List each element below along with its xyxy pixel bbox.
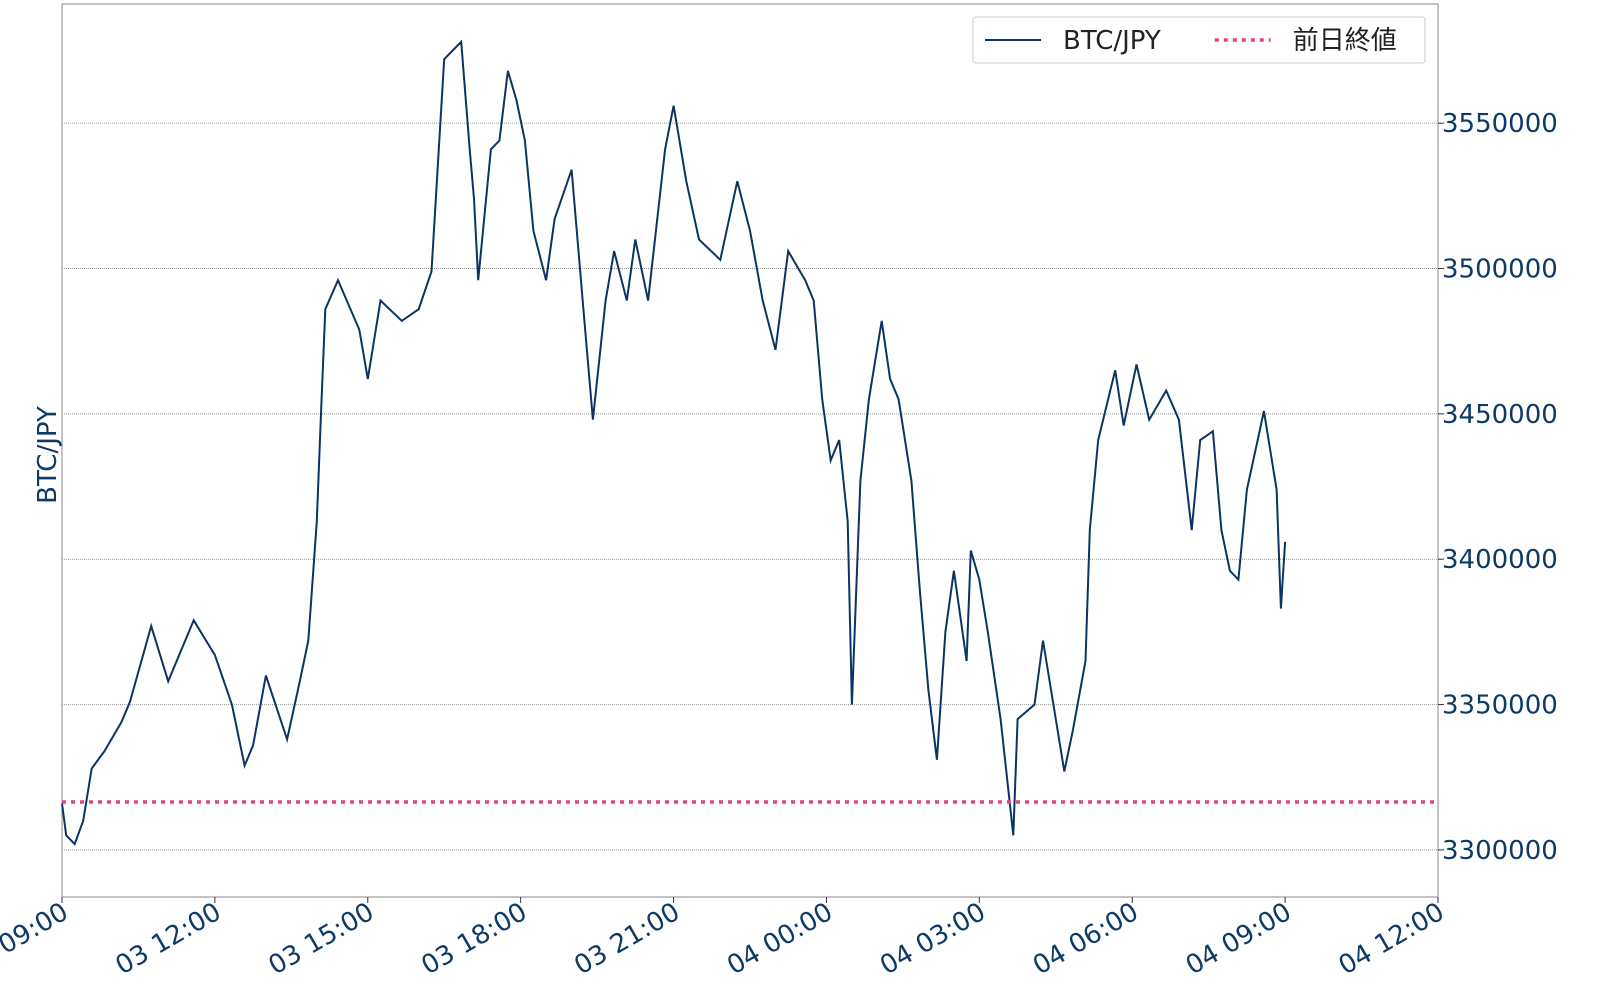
y-tick-label: 3350000 [1442,691,1558,721]
y-tick-label: 3450000 [1442,400,1558,430]
y-tick-label: 3550000 [1442,109,1558,139]
x-tick-label: 04 03:00 [875,897,991,981]
x-tick-label: 03 15:00 [264,897,380,981]
x-tick-label: 04 09:00 [1181,897,1297,981]
y-axis-label: BTC/JPY [33,406,63,504]
legend-label: BTC/JPY [1063,26,1161,56]
x-tick-label: 03 21:00 [569,897,685,981]
price-line [61,39,1287,846]
x-tick-label: 03 12:00 [111,897,227,981]
y-tick-label: 3500000 [1442,255,1558,285]
x-tick-label: 03 09:00 [0,897,74,981]
legend-label: 前日終値 [1293,26,1397,56]
y-tick-label: 3400000 [1442,545,1558,575]
x-tick-label: 04 06:00 [1028,897,1144,981]
x-tick-label: 04 12:00 [1334,897,1450,981]
plot-frame [61,3,1439,898]
legend-box [972,16,1426,64]
y-tick-label: 3300000 [1442,836,1558,866]
x-tick-label: 04 00:00 [722,897,838,981]
x-tick-label: 03 18:00 [416,897,532,981]
